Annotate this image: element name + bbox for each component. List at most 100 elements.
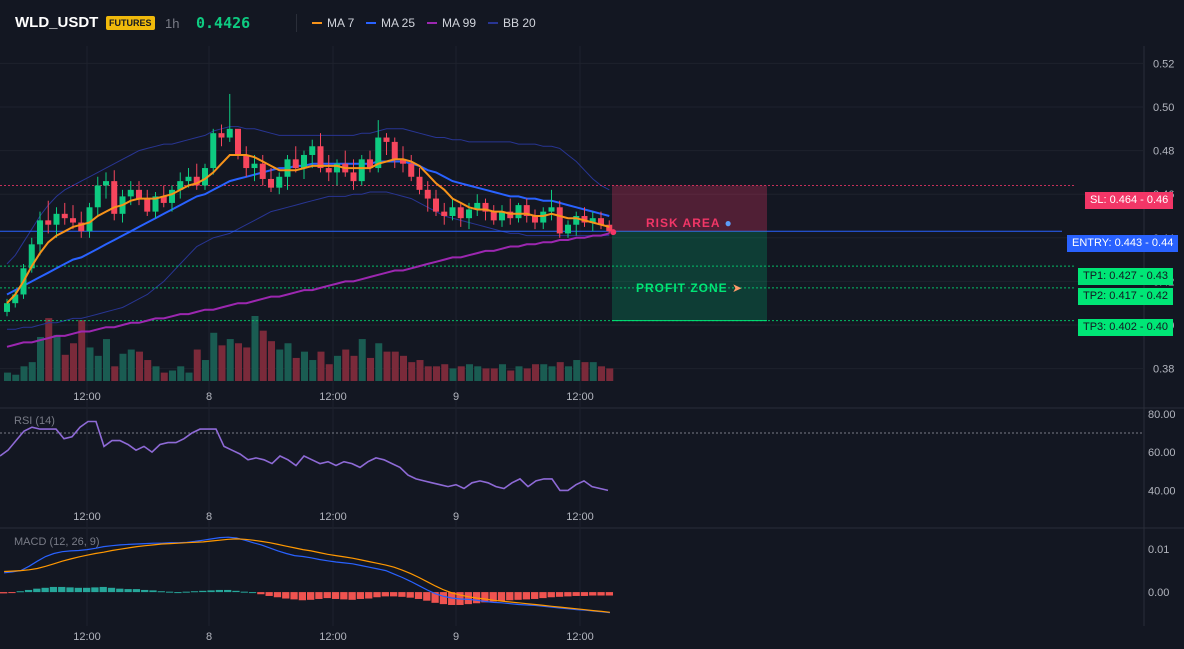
symbol-name[interactable]: WLD_USDT bbox=[15, 14, 99, 31]
candle-body bbox=[457, 207, 464, 219]
candle-body bbox=[466, 209, 472, 219]
legend-ma7[interactable]: MA 7 bbox=[312, 16, 354, 30]
macd-histogram-bar bbox=[514, 592, 522, 600]
legend-bb20[interactable]: BB 20 bbox=[488, 16, 536, 30]
macd-histogram-bar bbox=[116, 588, 124, 593]
volume-bar bbox=[243, 347, 251, 381]
candle-body bbox=[424, 189, 431, 199]
candle-body bbox=[226, 128, 233, 138]
candle-body bbox=[193, 176, 200, 186]
volume-bar bbox=[70, 343, 77, 381]
macd-histogram-bar bbox=[273, 592, 282, 598]
macd-histogram-bar bbox=[431, 592, 439, 603]
macd-histogram-bar bbox=[564, 592, 572, 597]
candle-body bbox=[540, 211, 547, 223]
macd-histogram-bar bbox=[182, 591, 190, 593]
macd-histogram-bar bbox=[522, 592, 531, 600]
volume-bar bbox=[342, 349, 350, 381]
volume-bar bbox=[523, 368, 531, 381]
candle-body bbox=[532, 216, 538, 223]
ma7-line bbox=[6, 154, 610, 304]
macd-histogram-bar bbox=[547, 592, 555, 598]
macd-histogram-bar bbox=[248, 592, 257, 594]
rocket-icon: ➤ bbox=[732, 281, 744, 295]
candle-body bbox=[408, 163, 415, 177]
macd-histogram-bar bbox=[41, 587, 49, 593]
volume-bar bbox=[325, 364, 333, 381]
candle-body bbox=[482, 202, 489, 212]
candle-body bbox=[28, 244, 35, 269]
volume-bar bbox=[383, 351, 391, 381]
candle-body bbox=[235, 128, 241, 155]
rsi-tick-label: 60.00 bbox=[1148, 447, 1176, 459]
legend-ma7-swatch bbox=[312, 22, 322, 24]
macd-histogram-bar bbox=[365, 592, 373, 599]
volume-bar bbox=[499, 364, 506, 381]
volume-bar bbox=[532, 364, 539, 381]
candle-body bbox=[160, 196, 167, 203]
candle-body bbox=[210, 133, 217, 169]
tp3-level-tag: TP3: 0.402 - 0.40 bbox=[1078, 319, 1174, 336]
time-tick-label: 12:00 bbox=[73, 511, 101, 523]
candle-body bbox=[251, 163, 258, 169]
macd-tick-label: 0.01 bbox=[1148, 544, 1169, 556]
volume-bar bbox=[515, 366, 523, 381]
legend-ma7-label: MA 7 bbox=[327, 16, 355, 30]
macd-histogram-bar bbox=[464, 592, 472, 605]
candle-body bbox=[474, 202, 481, 210]
macd-histogram-bar bbox=[24, 589, 33, 593]
volume-bar bbox=[193, 349, 201, 381]
macd-histogram-bar bbox=[257, 592, 265, 595]
candle-body bbox=[589, 218, 596, 223]
time-tick-label: 8 bbox=[206, 511, 212, 523]
candle-body bbox=[268, 178, 274, 188]
candle-body bbox=[391, 141, 398, 160]
macd-histogram-bar bbox=[589, 592, 597, 596]
volume-bar bbox=[210, 332, 218, 381]
candle-body bbox=[598, 218, 604, 225]
candle-body bbox=[169, 189, 175, 203]
candle-body bbox=[144, 198, 151, 212]
candle-body bbox=[556, 207, 563, 234]
macd-histogram-bar bbox=[91, 587, 99, 593]
time-tick-label: 12:00 bbox=[566, 391, 594, 403]
macd-histogram-bar bbox=[132, 589, 141, 593]
profit-zone-label: PROFIT ZONE ➤ bbox=[636, 281, 744, 295]
volume-bar bbox=[556, 362, 564, 381]
candle-body bbox=[416, 176, 423, 190]
candle-body bbox=[243, 154, 250, 169]
macd-histogram-bar bbox=[307, 592, 315, 600]
legend-bb20-swatch bbox=[488, 22, 498, 24]
candle-body bbox=[53, 213, 60, 225]
macd-histogram-bar bbox=[439, 592, 448, 605]
volume-bar bbox=[119, 353, 127, 381]
macd-histogram-bar bbox=[406, 592, 414, 598]
candle-body bbox=[515, 205, 522, 219]
volume-bar bbox=[400, 355, 407, 381]
candle-body bbox=[86, 207, 93, 232]
legend-ma99[interactable]: MA 99 bbox=[427, 16, 476, 30]
candle-body bbox=[334, 163, 340, 173]
macd-histogram-bar bbox=[141, 589, 149, 593]
volume-bar bbox=[111, 366, 119, 381]
macd-histogram-bar bbox=[157, 591, 165, 593]
risk-area-zone bbox=[612, 185, 767, 232]
timeframe-label[interactable]: 1h bbox=[165, 16, 180, 31]
macd-histogram-bar bbox=[298, 592, 306, 601]
legend-ma25[interactable]: MA 25 bbox=[366, 16, 415, 30]
macd-histogram-bar bbox=[265, 592, 273, 596]
volume-bar bbox=[45, 318, 53, 381]
volume-bar bbox=[507, 370, 515, 381]
volume-bar bbox=[284, 343, 292, 381]
candle-body bbox=[177, 181, 184, 190]
candle-body bbox=[490, 211, 497, 221]
macd-histogram-bar bbox=[597, 592, 605, 596]
macd-histogram-bar bbox=[348, 592, 356, 600]
legend-ma25-label: MA 25 bbox=[381, 16, 416, 30]
macd-histogram-bar bbox=[82, 587, 91, 593]
volume-bar bbox=[416, 360, 424, 381]
volume-bar bbox=[350, 355, 358, 381]
volume-bar bbox=[606, 368, 614, 381]
macd-line bbox=[4, 536, 610, 614]
